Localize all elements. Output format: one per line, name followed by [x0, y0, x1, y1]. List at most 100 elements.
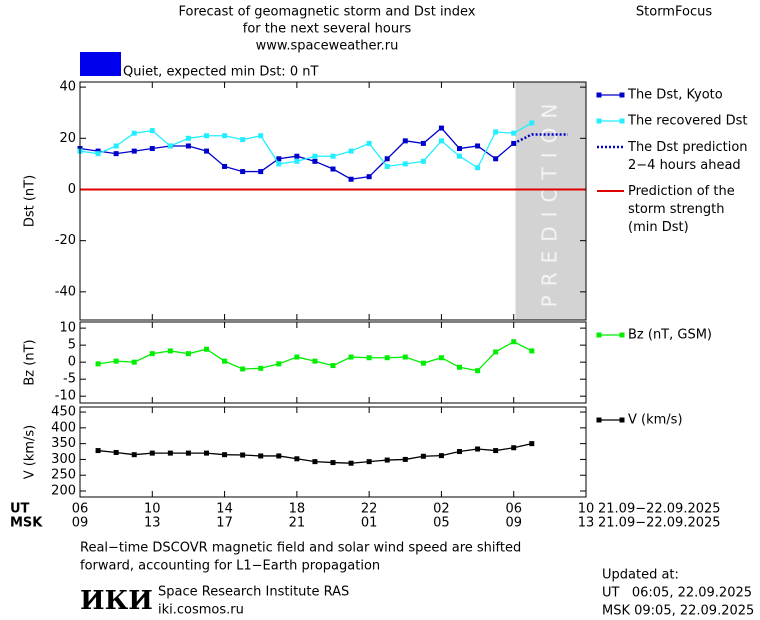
- point: [204, 450, 209, 456]
- point: [258, 365, 264, 371]
- point: [475, 143, 481, 149]
- y-tick-label: -5: [63, 372, 76, 387]
- point: [113, 449, 119, 455]
- x-tick-label: 18: [289, 502, 306, 517]
- plot-frame: [79, 321, 587, 404]
- point: [95, 151, 101, 157]
- point: [294, 153, 300, 159]
- date-range: 21.09−22.09.2025: [598, 516, 721, 531]
- updated: MSK 09:05, 22.09.2025: [602, 604, 754, 619]
- y-tick-label: 40: [59, 80, 76, 95]
- series-line: [513, 133, 568, 145]
- point: [384, 156, 390, 162]
- x-tick-label: 09: [72, 516, 89, 531]
- point: [402, 138, 408, 144]
- point: [511, 445, 517, 451]
- point: [420, 453, 426, 459]
- point: [95, 448, 101, 454]
- point: [312, 158, 318, 164]
- point: [240, 366, 246, 372]
- x-tick-label: 05: [433, 516, 450, 531]
- y-axis-label: Bz (nT): [23, 339, 38, 385]
- x-tick-label: 10: [578, 502, 595, 517]
- point: [167, 143, 173, 149]
- y-tick-label: -20: [55, 233, 76, 248]
- point: [402, 456, 408, 462]
- point: [258, 169, 264, 175]
- status: Quiet, expected min Dst: 0 nT: [123, 65, 318, 80]
- point: [384, 163, 390, 169]
- x-axis-label: MSK: [10, 516, 43, 531]
- x-tick-label: 09: [505, 516, 522, 531]
- point: [402, 161, 408, 167]
- plot-frame: [79, 406, 587, 498]
- legend-marker: [596, 118, 602, 124]
- point: [149, 128, 155, 134]
- x-tick-label: 22: [361, 502, 378, 517]
- title: for the next several hours: [243, 22, 412, 37]
- point: [366, 355, 372, 361]
- point: [330, 153, 336, 159]
- point: [95, 148, 101, 154]
- point: [258, 453, 264, 459]
- site: iki.cosmos.ru: [158, 603, 244, 618]
- title: Forecast of geomagnetic storm and Dst in…: [178, 5, 475, 20]
- series-line: [97, 341, 533, 372]
- legend-label: The Dst prediction 2−4 hours ahead: [627, 140, 748, 173]
- y-tick-label: 0: [68, 182, 76, 197]
- point: [511, 130, 517, 136]
- point: [529, 348, 535, 354]
- point: [294, 354, 300, 360]
- point: [95, 361, 101, 367]
- point: [113, 151, 119, 157]
- point: [493, 349, 499, 355]
- point: [475, 165, 481, 171]
- legend-marker: [619, 417, 625, 423]
- point: [330, 363, 336, 369]
- point: [420, 158, 426, 164]
- point: [185, 135, 191, 141]
- point: [276, 361, 282, 367]
- point: [276, 161, 282, 167]
- x-tick-label: 02: [433, 502, 450, 517]
- point: [131, 148, 137, 154]
- point: [113, 358, 119, 364]
- point: [222, 163, 228, 169]
- point: [312, 358, 318, 364]
- point: [131, 452, 137, 458]
- point: [457, 146, 462, 152]
- x-tick-label: 10: [144, 502, 161, 517]
- y-tick-label: 350: [51, 436, 76, 451]
- point: [204, 346, 209, 352]
- point: [185, 351, 191, 357]
- status-box: [80, 52, 121, 76]
- point: [294, 456, 300, 462]
- x-tick-label: 13: [578, 516, 595, 531]
- y-tick-label: 20: [59, 131, 76, 146]
- prediction-label: PREDICTION: [537, 95, 561, 308]
- point: [348, 176, 354, 182]
- point: [276, 453, 282, 459]
- point: [366, 459, 372, 465]
- point: [131, 359, 137, 365]
- point: [366, 140, 372, 146]
- point: [493, 448, 499, 454]
- legend-label: Bz (nT, GSM): [628, 328, 712, 343]
- x-tick-label: 06: [505, 502, 522, 517]
- point: [529, 120, 535, 126]
- point: [438, 355, 444, 361]
- y-tick-label: 10: [59, 321, 76, 336]
- point: [131, 130, 137, 136]
- point: [149, 450, 155, 456]
- point: [475, 446, 481, 452]
- x-tick-label: 06: [72, 502, 89, 517]
- y-tick-label: 450: [51, 405, 76, 420]
- y-tick-label: 400: [51, 420, 76, 435]
- point: [113, 143, 119, 149]
- point: [222, 358, 228, 364]
- point: [312, 459, 318, 465]
- x-tick-label: 13: [144, 516, 161, 531]
- point: [438, 125, 444, 131]
- point: [312, 153, 318, 159]
